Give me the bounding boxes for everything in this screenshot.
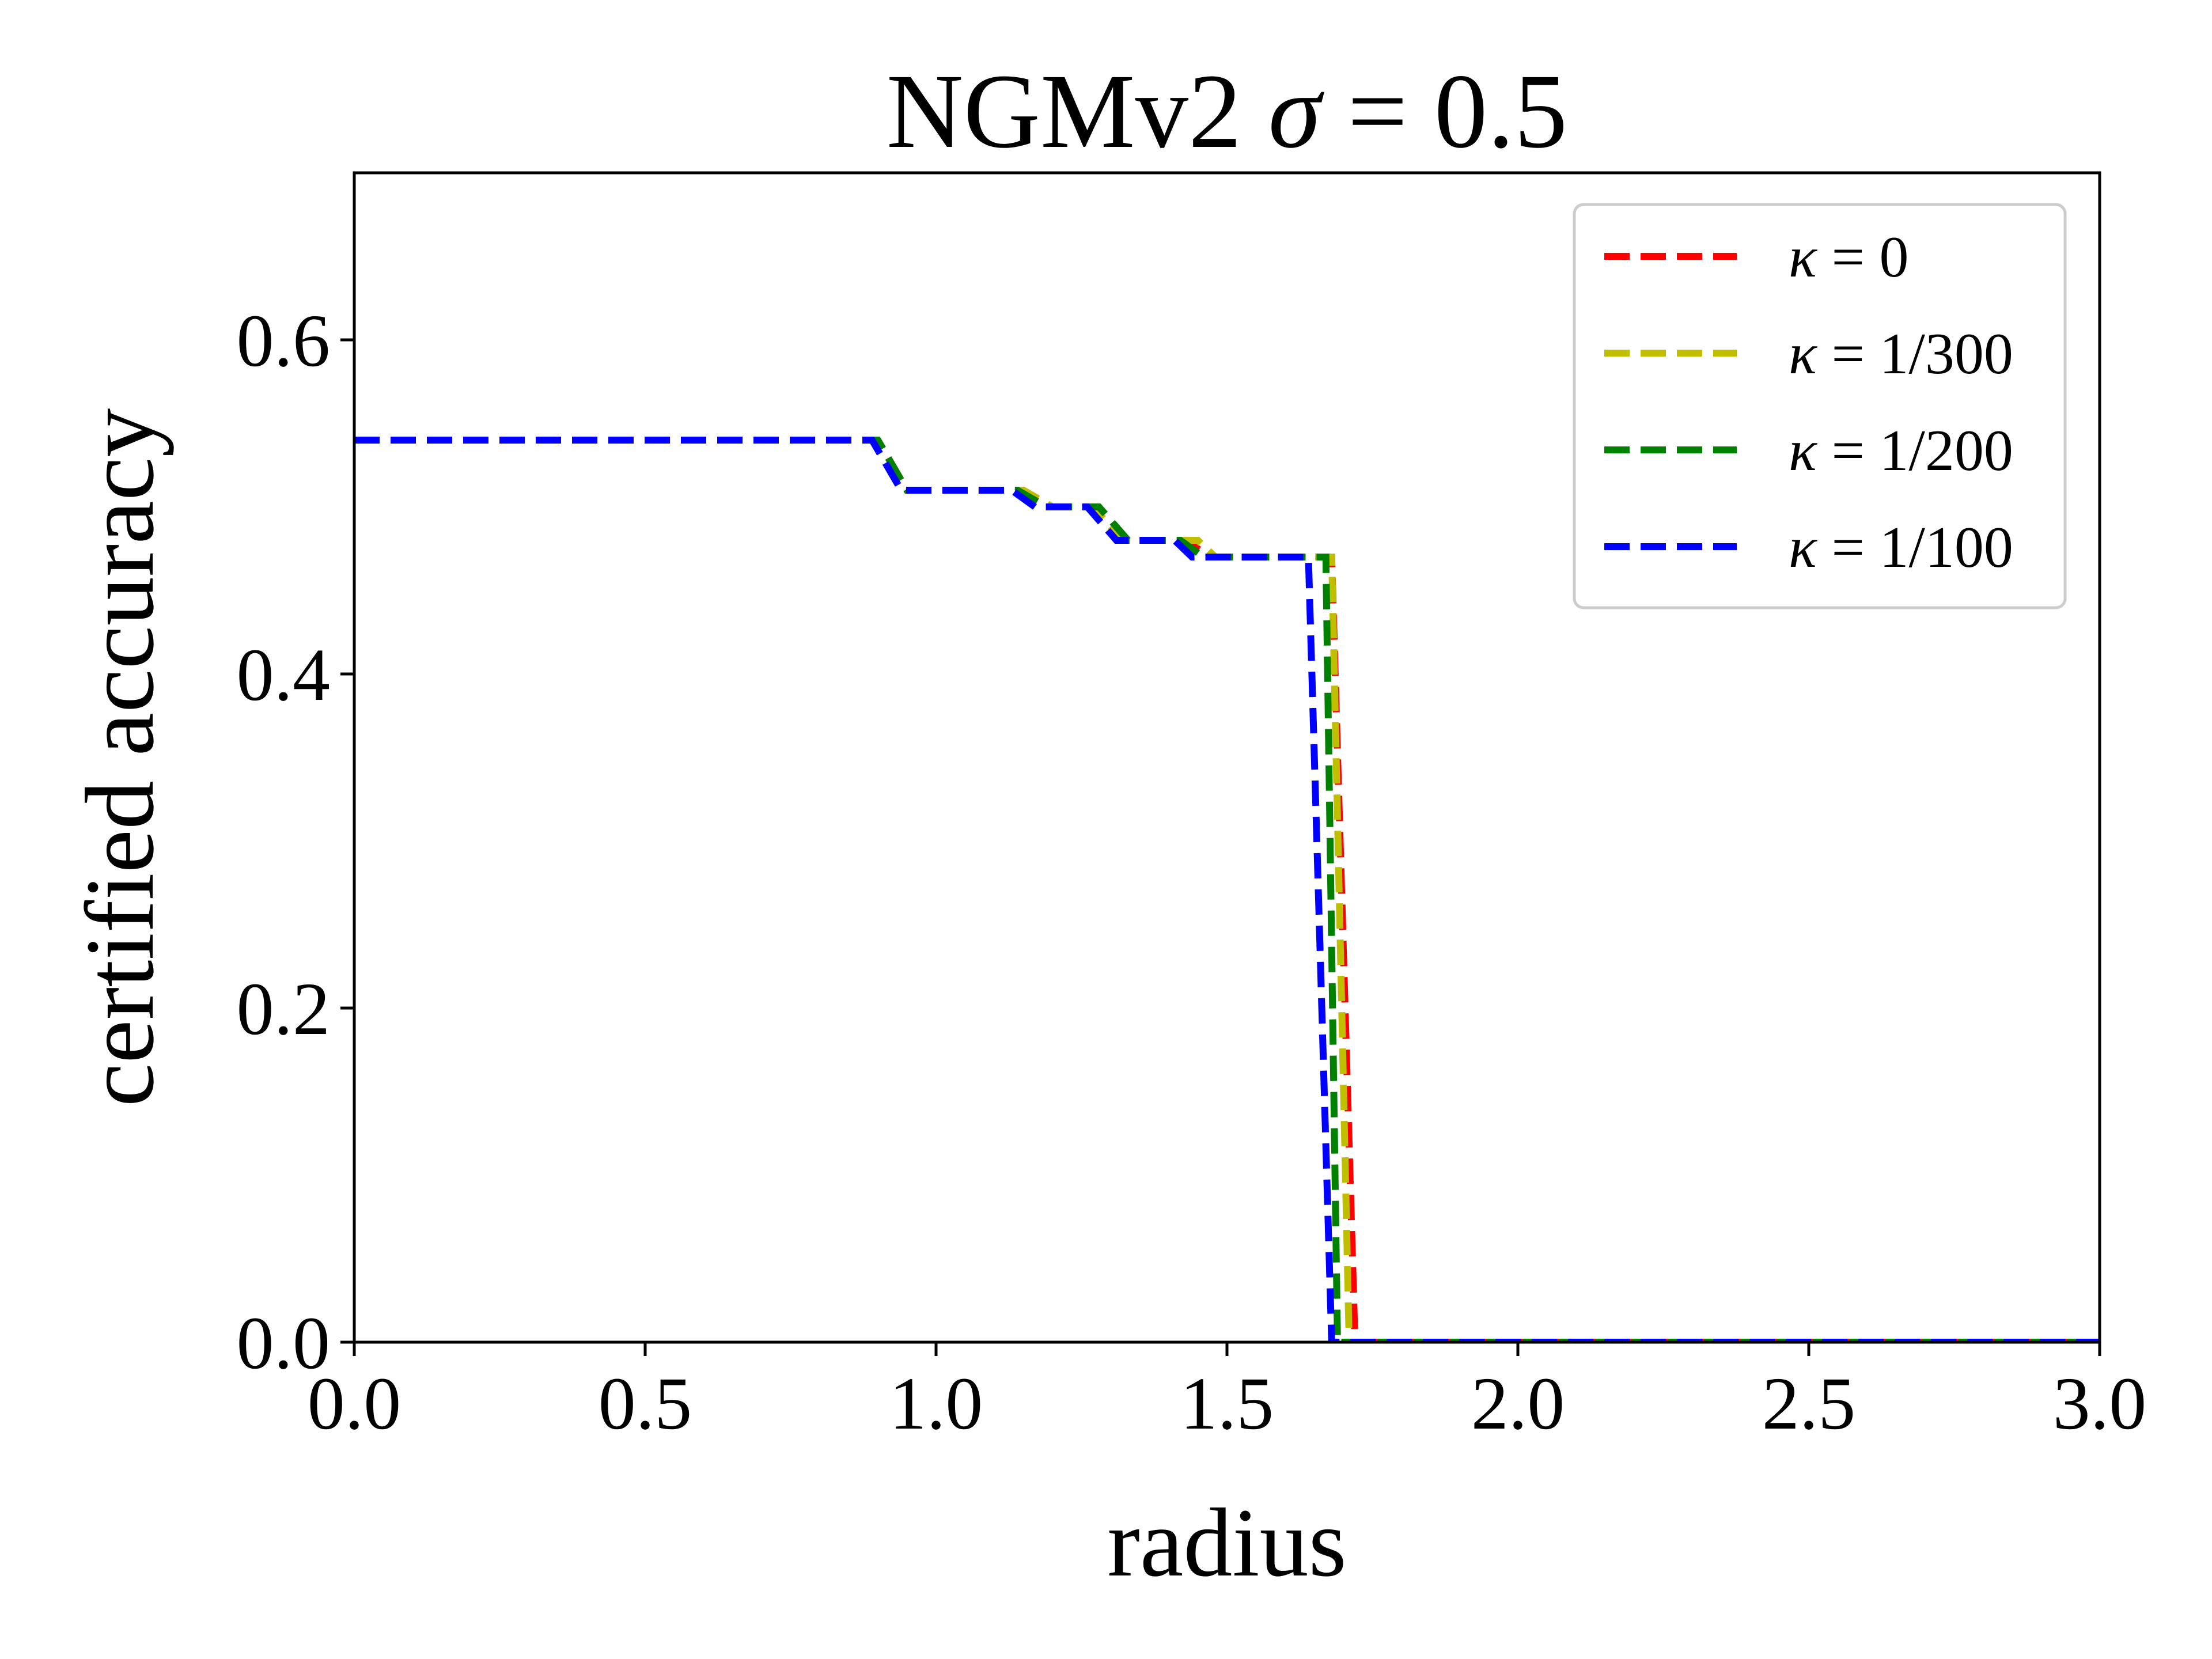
- y-tick-label: 0.2: [237, 968, 331, 1051]
- legend-symbol: κ: [1789, 225, 1818, 290]
- chart-title-prefix: NGMv2: [887, 52, 1268, 171]
- y-tick-label: 0.6: [237, 300, 331, 382]
- series-line-1: [354, 437, 2100, 1342]
- x-tick-label: 0.5: [599, 1362, 692, 1445]
- y-axis-ticks: 0.0 0.2 0.4 0.6: [237, 300, 354, 1385]
- legend-label-2: κ = 1/200: [1789, 418, 2013, 483]
- legend-label-0: κ = 0: [1789, 225, 1909, 290]
- legend-symbol: κ: [1789, 418, 1818, 483]
- x-tick-label: 3.0: [2053, 1362, 2147, 1445]
- legend-value: = 1/200: [1817, 418, 2013, 483]
- legend-value: = 1/100: [1817, 515, 2013, 580]
- legend-symbol: κ: [1789, 515, 1818, 580]
- legend-label-3: κ = 1/100: [1789, 515, 2013, 580]
- x-axis-ticks: 0.0 0.5 1.0 1.5 2.0 2.5 3.0: [308, 1342, 2147, 1445]
- x-tick-label: 1.5: [1180, 1362, 1274, 1445]
- y-tick-label: 0.4: [237, 634, 331, 717]
- series-layer: [354, 437, 2100, 1342]
- chart-title-symbol: σ: [1268, 52, 1325, 171]
- chart-title: NGMv2 σ = 0.5: [887, 52, 1567, 171]
- y-tick-label: 0.0: [237, 1302, 331, 1385]
- legend-label-1: κ = 1/300: [1789, 321, 2013, 387]
- x-tick-label: 1.0: [889, 1362, 983, 1445]
- legend-box: [1573, 203, 2067, 609]
- legend-value: = 0: [1817, 225, 1909, 290]
- y-axis-label: certified accuracy: [66, 408, 174, 1107]
- x-axis-label: radius: [1107, 1488, 1346, 1597]
- x-tick-label: 0.0: [308, 1362, 402, 1445]
- x-tick-label: 2.0: [1471, 1362, 1565, 1445]
- series-line-3: [354, 437, 2100, 1342]
- chart-title-suffix: = 0.5: [1321, 52, 1567, 171]
- legend-symbol: κ: [1789, 321, 1818, 387]
- x-tick-label: 2.5: [1762, 1362, 1856, 1445]
- series-line-2: [354, 437, 2100, 1342]
- legend-value: = 1/300: [1817, 321, 2013, 387]
